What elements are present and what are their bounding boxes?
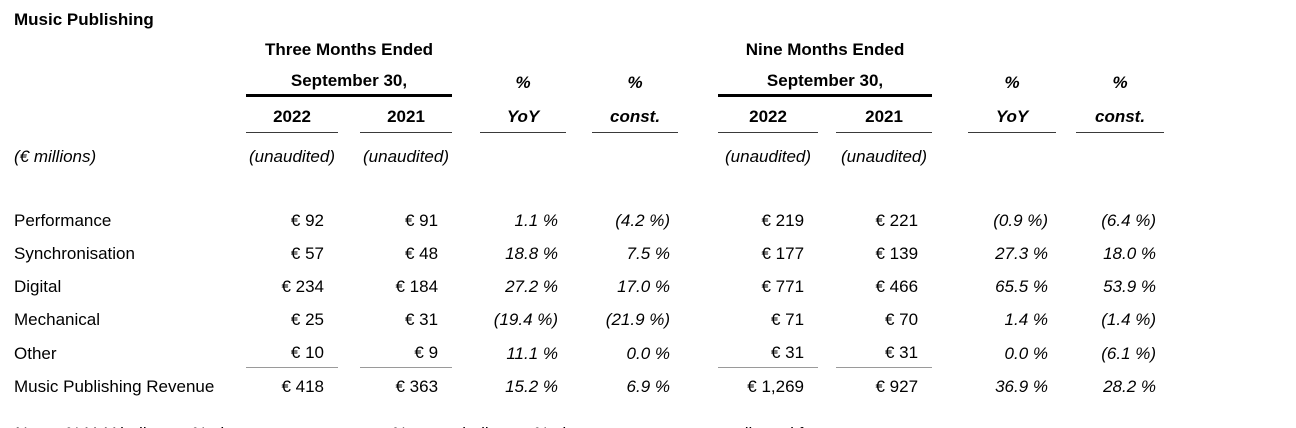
pct-cell: 27.3 % <box>995 244 1049 263</box>
row-label: Synchronisation <box>14 244 135 263</box>
pct-cell: 18.8 % <box>505 244 559 263</box>
pct-cell: (1.4 %) <box>1101 310 1157 329</box>
unit-label: (€ millions) <box>14 147 97 166</box>
pct-cell: (4.2 %) <box>615 211 671 230</box>
header-2021-nm: 2021 <box>836 95 933 133</box>
pct-cell: 7.5 % <box>626 244 671 263</box>
pct-cell: 53.9 % <box>1103 277 1157 296</box>
pct-cell: (21.9 %) <box>605 310 671 329</box>
value-cell: € 466 <box>875 277 919 296</box>
pct-cell: 11.1 % <box>506 343 559 363</box>
row-label: Performance <box>14 211 112 230</box>
header-const-nm: const. <box>1076 95 1165 133</box>
header-yoy-tm: YoY <box>480 95 567 133</box>
unaudited-label: (unaudited) <box>725 147 812 166</box>
unaudited-label: (unaudited) <box>248 147 335 166</box>
table-row-performance: Performance € 92 € 91 1.1 % (4.2 %) € 21… <box>14 202 1164 235</box>
value-cell: € 219 <box>761 211 805 230</box>
pct-cell: (0.9 %) <box>993 211 1049 230</box>
column-header-row: 2022 2021 YoY const. 2022 2021 YoY const… <box>14 95 1165 133</box>
value-cell: € 9 <box>360 334 453 368</box>
pct-cell: 17.0 % <box>617 277 671 296</box>
total-value-cell: € 363 <box>395 377 439 396</box>
unaudited-label: (unaudited) <box>363 147 450 166</box>
pct-cell: 27.2 % <box>505 277 559 296</box>
unaudited-row: (€ millions) (unaudited) (unaudited) (un… <box>14 133 1164 176</box>
pct-cell: 18.0 % <box>1103 244 1157 263</box>
header-three-months-ended: Three Months Ended <box>264 40 434 59</box>
row-label: Digital <box>14 277 62 296</box>
value-cell: € 184 <box>395 277 439 296</box>
pct-symbol-tm-yoy: % <box>515 72 531 92</box>
header-2021-tm: 2021 <box>360 95 453 133</box>
pct-cell: 1.1 % <box>514 211 559 230</box>
value-cell: € 10 <box>246 334 338 368</box>
value-cell: € 92 <box>290 211 324 230</box>
row-label: Other <box>14 343 57 363</box>
pct-cell: (6.1 %) <box>1101 343 1157 363</box>
value-cell: € 139 <box>875 244 919 263</box>
value-cell: € 70 <box>884 310 919 329</box>
header-const-tm: const. <box>592 95 679 133</box>
row-label: Mechanical <box>14 310 100 329</box>
page-title: Music Publishing <box>14 10 154 29</box>
value-cell: € 25 <box>290 310 324 329</box>
pct-cell: 1.4 % <box>1004 310 1049 329</box>
group-header-row: Three Months Ended Nine Months Ended <box>14 36 1164 60</box>
period-header-row: September 30, % % September 30, % % <box>14 60 1164 97</box>
total-pct-cell: 36.9 % <box>995 377 1049 396</box>
value-cell: € 771 <box>761 277 805 296</box>
pct-cell: 65.5 % <box>995 277 1049 296</box>
value-cell: € 48 <box>404 244 439 263</box>
footnote: Note: % YoY indicates % change year-over-… <box>14 424 1296 428</box>
financial-table: Three Months Ended Nine Months Ended Sep… <box>14 36 1165 402</box>
header-2022-tm: 2022 <box>246 95 338 133</box>
total-value-cell: € 418 <box>281 377 324 396</box>
total-value-cell: € 1,269 <box>747 377 805 396</box>
unaudited-label: (unaudited) <box>841 147 928 166</box>
total-pct-cell: 15.2 % <box>505 377 559 396</box>
pct-symbol-nm-yoy: % <box>1004 72 1020 92</box>
header-yoy-nm: YoY <box>968 95 1057 133</box>
value-cell: € 221 <box>875 211 919 230</box>
value-cell: € 234 <box>281 277 324 296</box>
pct-symbol-nm-const: % <box>1112 72 1128 92</box>
table-row-mechanical: Mechanical € 25 € 31 (19.4 %) (21.9 %) €… <box>14 301 1164 334</box>
value-cell: € 31 <box>836 334 933 368</box>
table-row-digital: Digital € 234 € 184 27.2 % 17.0 % € 771 … <box>14 268 1164 301</box>
value-cell: € 177 <box>761 244 805 263</box>
header-nine-months-ended: Nine Months Ended <box>745 40 905 59</box>
footnote-prefix: Note: <box>14 424 55 428</box>
header-2022-nm: 2022 <box>718 95 819 133</box>
table-row-synchronisation: Synchronisation € 57 € 48 18.8 % 7.5 % €… <box>14 235 1164 268</box>
header-september-30-nine: September 30, <box>718 60 933 97</box>
pct-cell: (6.4 %) <box>1101 211 1157 230</box>
pct-cell: (19.4 %) <box>493 310 559 329</box>
table-row-other: Other € 10 € 9 11.1 % 0.0 % € 31 € 31 0.… <box>14 334 1164 368</box>
total-value-cell: € 927 <box>875 377 919 396</box>
pct-symbol-tm-const: % <box>627 72 643 92</box>
header-september-30-three: September 30, <box>246 60 453 97</box>
pct-cell: 0.0 % <box>1004 343 1049 363</box>
total-pct-cell: 28.2 % <box>1103 377 1157 396</box>
value-cell: € 31 <box>404 310 439 329</box>
pct-cell: 0.0 % <box>626 343 671 363</box>
footnote-text: % YoY indicates % change year-over-year;… <box>66 424 961 428</box>
value-cell: € 91 <box>404 211 439 230</box>
total-row-label: Music Publishing Revenue <box>14 377 215 396</box>
spacer-row <box>14 175 1164 202</box>
total-pct-cell: 6.9 % <box>626 377 671 396</box>
value-cell: € 57 <box>290 244 324 263</box>
table-row-total: Music Publishing Revenue € 418 € 363 15.… <box>14 368 1164 402</box>
value-cell: € 71 <box>770 310 805 329</box>
value-cell: € 31 <box>718 334 819 368</box>
